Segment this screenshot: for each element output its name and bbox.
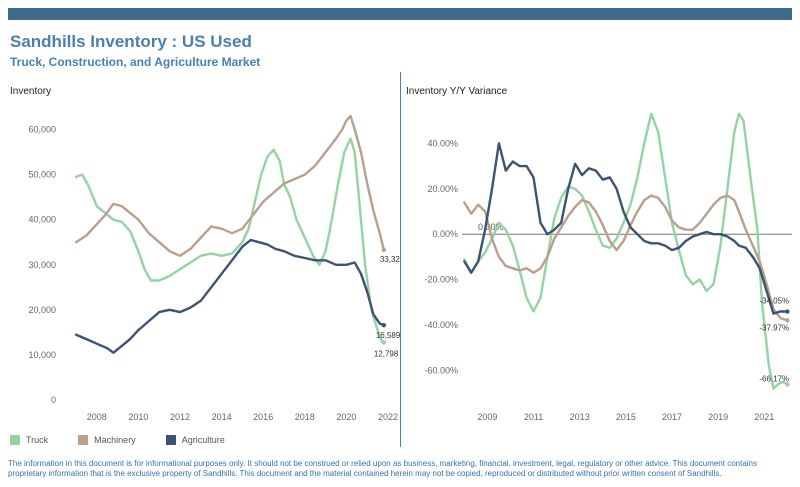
variance-x-tick-label: 2021 bbox=[754, 412, 774, 422]
legend: Truck Machinery Agriculture bbox=[10, 434, 255, 446]
page-title: Sandhills Inventory : US Used bbox=[10, 32, 252, 51]
inventory-end-marker-truck bbox=[381, 340, 387, 345]
inventory-y-tick-label: 50,000 bbox=[28, 170, 56, 180]
legend-swatch-agriculture bbox=[165, 435, 176, 445]
inventory-y-tick-label: 30,000 bbox=[28, 260, 56, 270]
panel-divider bbox=[400, 72, 401, 447]
variance-end-label-truck: -66.17% bbox=[759, 374, 789, 383]
legend-label-agriculture: Agriculture bbox=[181, 435, 225, 445]
inventory-series-line-truck bbox=[74, 137, 385, 344]
variance-y-tick-label: 20.00% bbox=[427, 184, 458, 194]
inventory-x-tick-label: 2020 bbox=[336, 412, 356, 422]
variance-end-label-agriculture: -34.05% bbox=[759, 297, 789, 306]
legend-label-truck: Truck bbox=[26, 435, 49, 445]
legend-item-machinery: Machinery bbox=[78, 435, 136, 445]
legend-item-truck: Truck bbox=[10, 435, 48, 445]
variance-chart: -60.00% -40.00% -20.00% 0.00% 20.00% 40.00% 20… bbox=[424, 112, 792, 422]
variance-series-line-agriculture bbox=[463, 142, 789, 315]
legend-label-machinery: Machinery bbox=[94, 435, 136, 445]
inventory-y-tick-label: 40,000 bbox=[28, 215, 56, 225]
inventory-series-line-machinery bbox=[74, 114, 385, 257]
page-subtitle: Truck, Construction, and Agriculture Mar… bbox=[10, 55, 261, 69]
header-bar bbox=[8, 8, 792, 20]
variance-x-tick-label: 2013 bbox=[570, 412, 590, 422]
inventory-x-tick-label: 2010 bbox=[128, 412, 148, 422]
variance-x-tick-label: 2011 bbox=[524, 412, 543, 422]
inventory-y-tick-label: 10,000 bbox=[28, 350, 56, 360]
variance-zero-label: 0.00% bbox=[478, 222, 504, 232]
inventory-x-tick-label: 2022 bbox=[378, 412, 398, 422]
variance-y-tick-label: 0.00% bbox=[432, 229, 458, 239]
inventory-y-tick-label: 60,000 bbox=[28, 125, 56, 135]
variance-x-tick-label: 2015 bbox=[616, 412, 636, 422]
inventory-x-tick-label: 2012 bbox=[170, 412, 190, 422]
variance-series-line-machinery bbox=[463, 194, 789, 322]
variance-end-marker-machinery bbox=[785, 318, 790, 323]
variance-x-tick-label: 2009 bbox=[477, 412, 497, 422]
variance-x-tick-label: 2019 bbox=[708, 412, 728, 422]
legend-swatch-machinery bbox=[78, 435, 89, 445]
variance-y-tick-label: 40.00% bbox=[427, 138, 458, 148]
legend-item-agriculture: Agriculture bbox=[165, 435, 225, 445]
variance-y-tick-label: -20.00% bbox=[424, 275, 458, 285]
inventory-chart-title: Inventory bbox=[10, 86, 52, 97]
variance-end-marker-agriculture bbox=[785, 309, 790, 314]
inventory-y-tick-label: 0 bbox=[51, 395, 56, 405]
inventory-end-label-agriculture: 16,589 bbox=[376, 331, 400, 340]
variance-series-line-truck bbox=[463, 112, 789, 390]
variance-end-label-machinery: -37.97% bbox=[759, 323, 789, 332]
inventory-x-tick-label: 2008 bbox=[87, 412, 107, 422]
inventory-y-tick-label: 20,000 bbox=[28, 305, 56, 315]
legend-swatch-truck bbox=[10, 435, 20, 445]
inventory-x-tick-label: 2018 bbox=[295, 412, 315, 422]
inventory-end-label-truck: 12,798 bbox=[374, 349, 399, 358]
variance-end-marker-truck bbox=[785, 382, 790, 387]
inventory-x-tick-label: 2016 bbox=[253, 412, 273, 422]
inventory-series-line-agriculture bbox=[74, 238, 385, 354]
inventory-x-tick-label: 2014 bbox=[212, 412, 232, 422]
inventory-end-label-machinery: 33,324 bbox=[380, 255, 400, 264]
variance-y-tick-label: -60.00% bbox=[424, 365, 458, 375]
inventory-end-marker-machinery bbox=[381, 247, 387, 252]
disclaimer-text: The information in this document is for … bbox=[8, 459, 757, 478]
variance-y-tick-label: -40.00% bbox=[424, 320, 458, 330]
variance-x-tick-label: 2017 bbox=[662, 412, 682, 422]
variance-chart-title: Inventory Y/Y Variance bbox=[406, 86, 508, 97]
inventory-chart: 0 10,000 20,000 30,000 40,000 50,000 60,000 200… bbox=[28, 114, 400, 422]
inventory-end-marker-agriculture bbox=[381, 323, 387, 328]
